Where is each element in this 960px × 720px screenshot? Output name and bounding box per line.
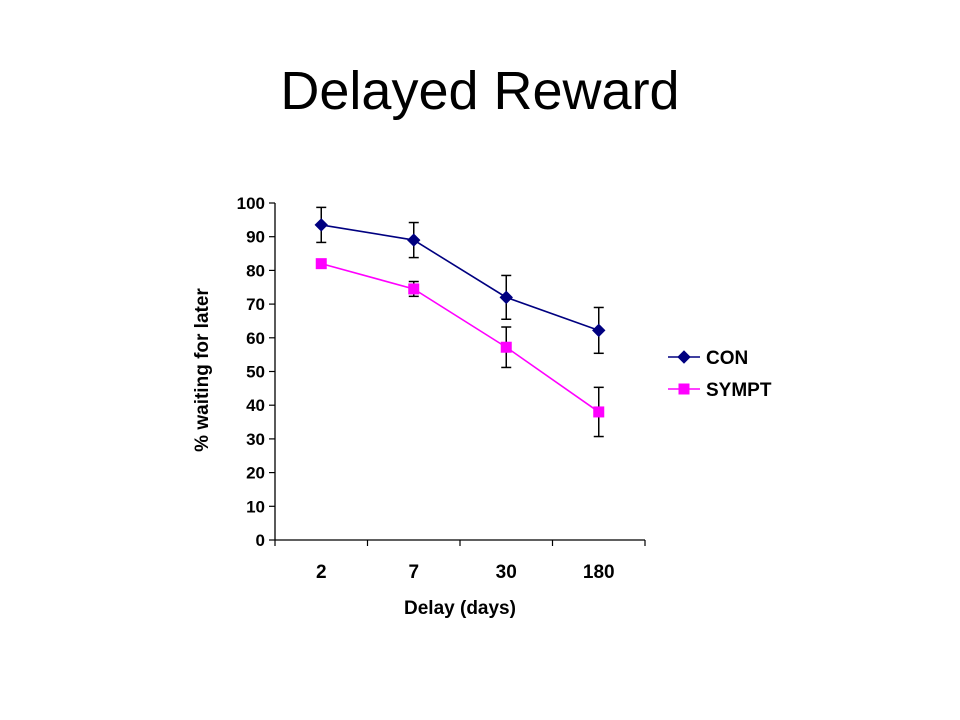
x-axis: 2 7 30 180 bbox=[274, 539, 646, 583]
y-tick-label: 80 bbox=[246, 261, 265, 280]
data-point-con bbox=[499, 290, 513, 305]
data-point-sympt bbox=[408, 283, 420, 295]
legend-item-sympt: SYMPT bbox=[668, 380, 772, 401]
legend: CON SYMPT bbox=[668, 348, 772, 401]
y-tick-label: 100 bbox=[237, 194, 265, 213]
legend-marker bbox=[678, 383, 690, 395]
y-tick-label: 30 bbox=[246, 430, 265, 449]
data-point-sympt bbox=[315, 258, 327, 270]
x-axis-label: Delay (days) bbox=[404, 598, 516, 619]
plot-series bbox=[314, 206, 606, 438]
legend-label: SYMPT bbox=[706, 380, 772, 401]
legend-marker bbox=[677, 350, 691, 364]
series-line-con bbox=[321, 224, 600, 332]
y-tick-label: 0 bbox=[256, 531, 265, 550]
data-point-sympt bbox=[593, 406, 605, 418]
x-tick-label: 7 bbox=[408, 562, 419, 583]
data-point-con bbox=[314, 218, 328, 232]
legend-label: CON bbox=[706, 348, 748, 369]
y-tick-label: 20 bbox=[246, 464, 265, 483]
y-tick-label: 50 bbox=[246, 363, 265, 382]
y-tick-label: 60 bbox=[246, 329, 265, 348]
data-point-con bbox=[592, 323, 606, 338]
y-tick-label: 40 bbox=[246, 396, 265, 415]
x-tick-label: 180 bbox=[583, 562, 615, 583]
slide-title: Delayed Reward bbox=[280, 61, 680, 121]
y-tick-label: 70 bbox=[246, 295, 265, 314]
y-tick-label: 90 bbox=[246, 228, 265, 247]
legend-item-con: CON bbox=[668, 348, 748, 369]
x-tick-label: 30 bbox=[496, 562, 517, 583]
y-axis-label: % waiting for later bbox=[192, 288, 213, 452]
y-tick-label: 10 bbox=[246, 497, 265, 516]
y-axis: 0 10 20 30 40 50 60 70 80 90 100 bbox=[237, 194, 276, 550]
series-sympt bbox=[315, 258, 605, 438]
series-con bbox=[314, 206, 606, 355]
x-tick-label: 2 bbox=[316, 562, 327, 583]
series-line-sympt bbox=[321, 262, 600, 413]
data-point-sympt bbox=[500, 341, 512, 353]
data-point-con bbox=[407, 233, 421, 247]
